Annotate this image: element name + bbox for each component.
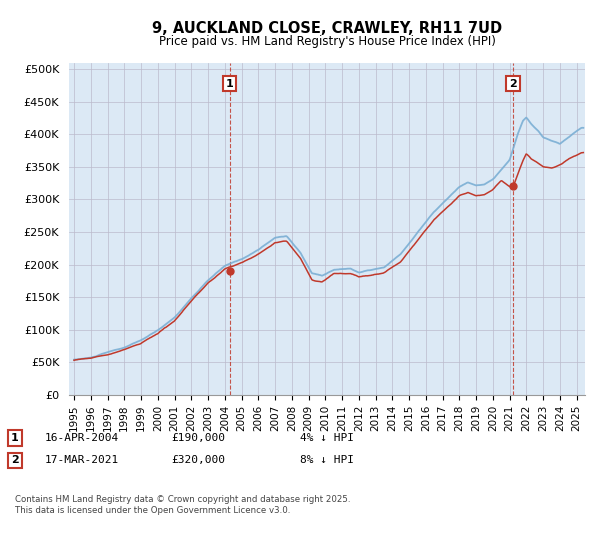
Text: 16-APR-2004: 16-APR-2004 — [45, 433, 119, 443]
Text: 2: 2 — [11, 455, 19, 465]
Text: 9, AUCKLAND CLOSE, CRAWLEY, RH11 7UD: 9, AUCKLAND CLOSE, CRAWLEY, RH11 7UD — [152, 21, 502, 36]
Text: 2: 2 — [509, 78, 517, 88]
Text: 4% ↓ HPI: 4% ↓ HPI — [300, 433, 354, 443]
Text: £320,000: £320,000 — [171, 455, 225, 465]
Text: £190,000: £190,000 — [171, 433, 225, 443]
Text: 1: 1 — [11, 433, 19, 443]
Text: 17-MAR-2021: 17-MAR-2021 — [45, 455, 119, 465]
Text: Price paid vs. HM Land Registry's House Price Index (HPI): Price paid vs. HM Land Registry's House … — [158, 35, 496, 48]
Text: Contains HM Land Registry data © Crown copyright and database right 2025.
This d: Contains HM Land Registry data © Crown c… — [15, 496, 350, 515]
Text: 1: 1 — [226, 78, 233, 88]
Text: 8% ↓ HPI: 8% ↓ HPI — [300, 455, 354, 465]
